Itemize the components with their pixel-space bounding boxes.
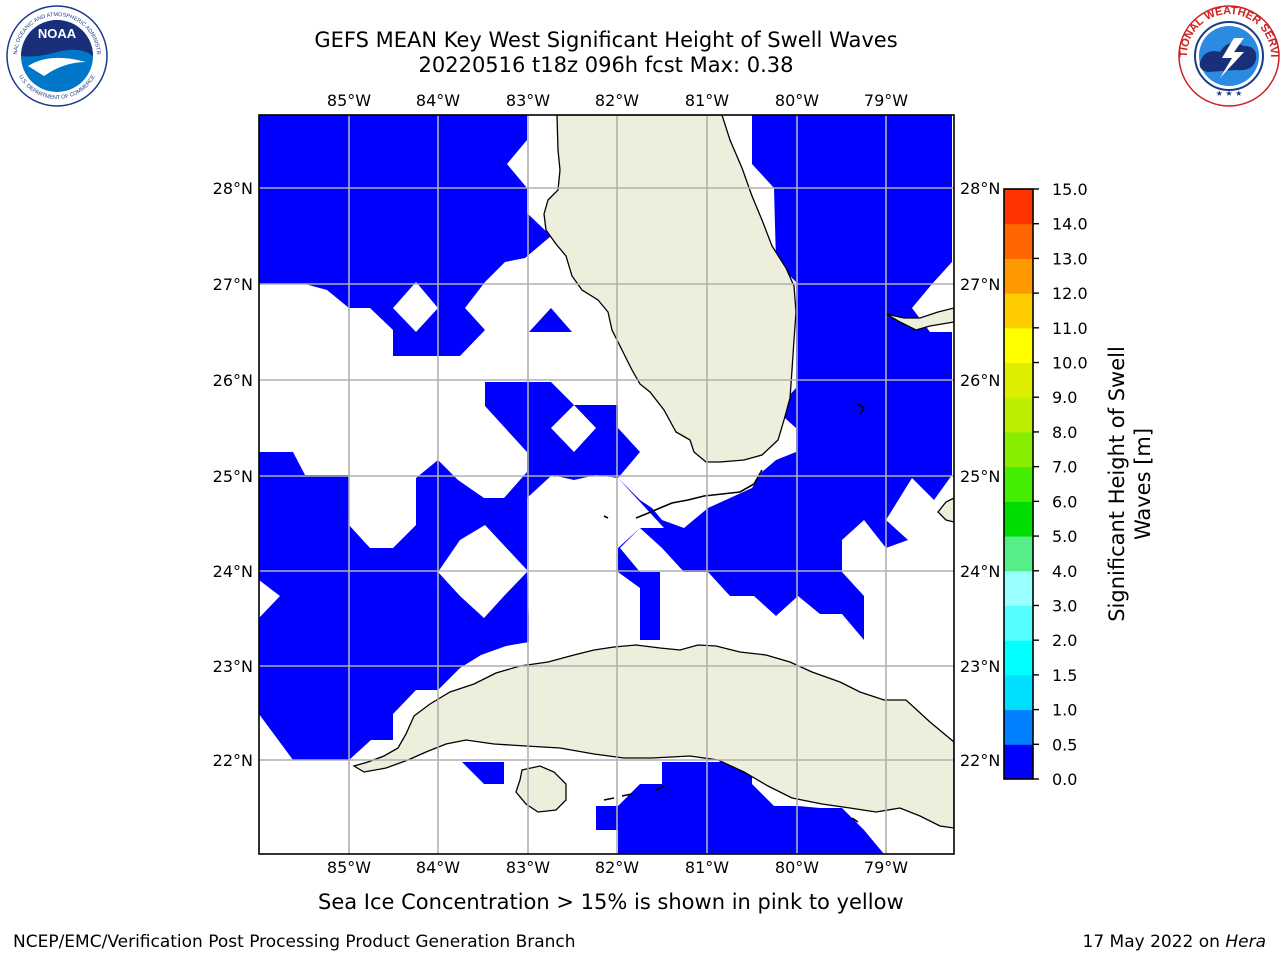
nws-logo: NATIONAL WEATHER SERVICE ★ ★ ★: [0, 0, 1280, 107]
lon-label: 80°W: [775, 858, 819, 877]
colorbar-cells: [1004, 189, 1033, 780]
colorbar-tick-label: 14.0: [1052, 215, 1088, 234]
colorbar-cell: [1004, 293, 1033, 329]
cuba-land: [352, 644, 954, 829]
colorbar-frame: [1003, 188, 1034, 780]
colorbar-tick-label: 11.0: [1052, 319, 1088, 338]
colorbar-tick-label: 15.0: [1052, 180, 1088, 199]
lat-label: 23°N: [213, 657, 253, 676]
lon-label: 84°W: [416, 91, 460, 110]
lon-label: 79°W: [864, 858, 908, 877]
lon-label: 85°W: [327, 91, 371, 110]
bahamas-land: [885, 307, 954, 331]
colorbar-ticks: 0.0 0.5 1.0 1.5 2.0 3.0 4.0 5.0 6.0 7.0 8.0 9.0 10.0…: [1033, 180, 1088, 789]
colorbar-cell: [1004, 431, 1033, 468]
lon-label: 82°W: [595, 858, 639, 877]
colorbar-cell: [1004, 223, 1033, 259]
colorbar-label-line-1: Significant Height of Swell: [1105, 346, 1129, 622]
colorbar-label-line-2: Waves [m]: [1131, 428, 1155, 540]
lon-label: 81°W: [685, 858, 729, 877]
colorbar-tick-label: 9.0: [1052, 388, 1077, 407]
swell-fill: [259, 115, 952, 854]
florida-keys: [603, 469, 763, 519]
colorbar-cell: [1004, 640, 1033, 676]
lat-label: 22°N: [213, 751, 253, 770]
swell-gaps: [393, 282, 662, 472]
lon-label: 80°W: [775, 91, 819, 110]
lon-label: 83°W: [506, 858, 550, 877]
colorbar-tick-label: 0.0: [1052, 770, 1077, 789]
footer-credit: NCEP/EMC/Verification Post Processing Pr…: [13, 932, 576, 952]
colorbar-tick-label: 1.5: [1052, 666, 1077, 685]
lat-label: 25°N: [213, 467, 253, 486]
noaa-logo: NOAA NATIONAL OCEANIC AND ATMOSPHERIC AD…: [0, 0, 108, 107]
lat-label: 25°N: [960, 467, 1000, 486]
lat-labels-left: 28°N 27°N 26°N 25°N 24°N 23°N 22°N: [213, 179, 253, 770]
svg-text:★ ★ ★: ★ ★ ★: [1216, 89, 1243, 98]
lat-label: 28°N: [960, 179, 1000, 198]
colorbar-tick-label: 2.0: [1052, 631, 1077, 650]
lat-label: 24°N: [960, 562, 1000, 581]
lon-labels-bottom: 85°W 84°W 83°W 82°W 81°W 80°W 79°W: [327, 858, 908, 877]
lat-label: 22°N: [960, 751, 1000, 770]
colorbar-cell: [1004, 501, 1033, 537]
lon-label: 82°W: [595, 91, 639, 110]
lat-label: 26°N: [213, 371, 253, 390]
lat-label: 27°N: [213, 275, 253, 294]
colorbar-cell: [1004, 570, 1033, 606]
footer-date: 17 May 2022 on Hera: [1083, 932, 1267, 952]
lon-labels-top: 85°W 84°W 83°W 82°W 81°W 80°W 79°W: [327, 91, 908, 110]
colorbar-cell: [1004, 605, 1033, 641]
lon-label: 79°W: [864, 91, 908, 110]
lat-label: 24°N: [213, 562, 253, 581]
sea-ice-caption: Sea Ice Concentration > 15% is shown in …: [318, 890, 904, 914]
map-frame: [258, 114, 955, 855]
colorbar-tick-label: 13.0: [1052, 249, 1088, 268]
colorbar-tick-label: 3.0: [1052, 596, 1077, 615]
colorbar: 0.0 0.5 1.0 1.5 2.0 3.0 4.0 5.0 6.0 7.0 8.0 9.0 10.0…: [1003, 180, 1155, 789]
lat-label: 26°N: [960, 371, 1000, 390]
colorbar-tick-label: 12.0: [1052, 284, 1088, 303]
title-line-1: GEFS MEAN Key West Significant Height of…: [314, 28, 898, 52]
map-title: GEFS MEAN Key West Significant Height of…: [0, 28, 1212, 78]
lon-label: 83°W: [506, 91, 550, 110]
colorbar-cell: [1004, 258, 1033, 294]
lon-label: 84°W: [416, 858, 460, 877]
map-panel: [259, 115, 954, 854]
colorbar-cell: [1004, 466, 1033, 502]
colorbar-tick-label: 8.0: [1052, 423, 1077, 442]
colorbar-cell: [1004, 674, 1033, 711]
lat-label: 27°N: [960, 275, 1000, 294]
footer-host: Hera: [1225, 932, 1266, 952]
colorbar-cell: [1004, 189, 1033, 225]
colorbar-tick-label: 10.0: [1052, 354, 1088, 373]
colorbar-cell: [1004, 536, 1033, 572]
colorbar-tick-label: 0.5: [1052, 735, 1077, 754]
colorbar-cell: [1004, 397, 1033, 433]
svg-text:NATIONAL WEATHER SERVICE: NATIONAL WEATHER SERVICE: [0, 0, 1280, 58]
lat-labels-right: 28°N 27°N 26°N 25°N 24°N 23°N 22°N: [960, 179, 1000, 770]
colorbar-cell: [1004, 362, 1033, 398]
lat-label: 23°N: [960, 657, 1000, 676]
florida-land: [543, 115, 797, 463]
colorbar-cell: [1004, 327, 1033, 364]
noaa-logo-text: NOAA: [38, 26, 77, 41]
colorbar-tick-label: 1.0: [1052, 701, 1077, 720]
gridlines: [259, 115, 954, 854]
lon-label: 81°W: [685, 91, 729, 110]
colorbar-cell: [1004, 744, 1033, 780]
colorbar-tick-label: 7.0: [1052, 458, 1077, 477]
lon-label: 85°W: [327, 858, 371, 877]
colorbar-tick-label: 4.0: [1052, 562, 1077, 581]
title-line-2: 20220516 t18z 096h fcst Max: 0.38: [418, 53, 794, 77]
colorbar-tick-label: 6.0: [1052, 492, 1077, 511]
colorbar-cell: [1004, 709, 1033, 745]
lat-label: 28°N: [213, 179, 253, 198]
colorbar-tick-label: 5.0: [1052, 527, 1077, 546]
footer-date-text: 17 May 2022 on: [1082, 932, 1226, 952]
